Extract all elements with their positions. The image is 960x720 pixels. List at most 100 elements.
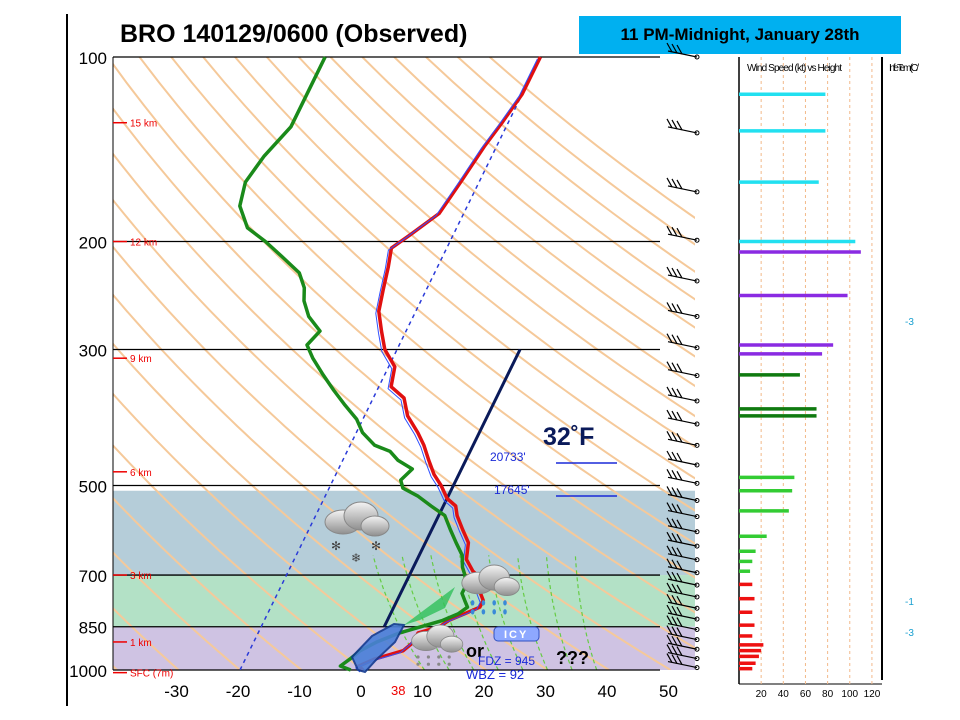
wind-barb-shaft <box>667 510 698 518</box>
wind-barb-flag <box>671 432 678 442</box>
x-tick-label: 20 <box>475 682 494 701</box>
wind-barb-shaft <box>667 566 698 574</box>
sleet-pellet <box>416 655 420 659</box>
height-label: 9 km <box>130 354 152 365</box>
wind-barb-flag <box>671 487 678 497</box>
isobars: 100 200 300 500 700 850 1000 <box>69 49 660 681</box>
moist-adiabat <box>372 555 425 670</box>
wind-barb-flag <box>671 654 678 664</box>
wind-barb-flag <box>666 177 673 188</box>
wind-barb-flag <box>671 626 678 636</box>
wind-barb-flag <box>676 617 683 627</box>
dry-adiabat <box>361 57 695 329</box>
right-panel-title: Infe Tem (C / <box>889 63 919 74</box>
wind-barb-flag <box>676 471 683 481</box>
wind-barb-flag <box>676 572 683 583</box>
wind-barb-flag <box>676 595 683 606</box>
dry-adiabat <box>113 152 695 650</box>
wind-barb-flag <box>671 546 678 557</box>
icy-badge <box>493 626 540 642</box>
wind-panel-title-1: Wind Speed (kt) vs Height <box>747 63 842 74</box>
raindrop <box>481 609 486 615</box>
wind-barb-flag <box>671 583 678 594</box>
y-tick-label: 500 <box>79 477 107 496</box>
wind-barb-flag <box>676 533 683 544</box>
wind-barb-shaft <box>667 417 698 425</box>
wind-x-tick: 40 <box>778 689 790 700</box>
dry-adiabat <box>266 57 695 418</box>
snowflake: ✻ <box>371 539 381 553</box>
wind-barb-shaft <box>667 341 698 349</box>
sleet-cloud-icon <box>411 624 464 666</box>
annotation-label: 17645' <box>494 483 530 497</box>
annotation-label: 38 <box>391 683 405 698</box>
wind-barb-flag <box>676 636 683 647</box>
wind-barb-flag <box>666 42 673 53</box>
y-tick-label: 850 <box>79 619 107 638</box>
wind-barb-flag <box>666 517 673 528</box>
wind-barb-flag <box>666 644 673 654</box>
dry-adiabat <box>170 57 695 512</box>
wind-barb-flag <box>676 120 683 131</box>
height-label: SFC (7m) <box>130 669 173 680</box>
wind-barb-flag <box>671 470 678 480</box>
wind-barb-shaft <box>667 525 698 533</box>
y-tick-label: 1000 <box>69 662 107 681</box>
wind-barb-flag <box>671 178 678 189</box>
wind-barb-flag <box>671 387 678 398</box>
y-tick-label: 200 <box>79 234 107 253</box>
sleet-pellet <box>416 662 420 666</box>
precip-layers <box>113 490 695 670</box>
wind-barb-flag <box>666 531 673 542</box>
moist-adiabat <box>517 555 549 670</box>
wind-barb-flag <box>671 571 678 582</box>
wind-barb-shaft <box>667 185 698 193</box>
dry-adiabat <box>329 57 695 358</box>
x-tick-label: 0 <box>356 682 365 701</box>
sleet-pellet <box>437 655 441 659</box>
wind-barb-flag <box>671 267 678 278</box>
sleet-pellet <box>426 655 430 659</box>
snowflake: ✻ <box>331 539 341 553</box>
dry-adiabat <box>297 57 695 388</box>
dry-adiabat <box>234 57 695 449</box>
wind-barb-shaft <box>667 50 698 58</box>
wind-barb-flag <box>671 451 678 462</box>
y-tick-label: 300 <box>79 341 107 360</box>
height-labels: 15 km 12 km 9 km 6 km 3 km 1 km SFC (7m) <box>113 119 173 680</box>
wind-barb-flag <box>676 433 683 443</box>
wind-barb-flag <box>676 646 683 656</box>
sleet-pellet <box>437 662 441 666</box>
wind-barb-shaft <box>667 651 698 660</box>
raindrop <box>470 609 475 615</box>
wind-barb-flag <box>666 333 673 343</box>
wind-barb-flag <box>676 627 683 637</box>
wind-barb-flag <box>671 43 678 54</box>
wind-barb-shaft <box>667 601 698 609</box>
snowflake: ❄ <box>351 551 361 565</box>
wind-barb-shaft <box>667 274 698 282</box>
wind-barb-shaft <box>667 369 698 377</box>
x-tick-label: 30 <box>536 682 555 701</box>
wind-barb-shaft <box>667 126 698 134</box>
wind-barb-shaft <box>667 622 698 631</box>
chart-title: BRO 140129/0600 (Observed) <box>120 20 467 48</box>
wind-barb-flag <box>671 410 678 421</box>
wind-barb-shaft <box>667 661 698 669</box>
wind-barb-flag <box>676 227 683 238</box>
sleet-pellet <box>447 655 451 659</box>
wind-barb-flag <box>671 594 678 605</box>
isotherm-lines <box>239 57 542 670</box>
y-tick-label: 700 <box>79 567 107 586</box>
snow-cloud-icon: ✻ ❄ ✻ <box>324 501 390 565</box>
wind-barb-flag <box>666 582 673 593</box>
weather-icons: ✻ ❄ ✻ <box>324 501 520 666</box>
wind-x-tick: 80 <box>822 689 834 700</box>
x-tick-label: -10 <box>287 682 312 701</box>
wind-barb-shaft <box>667 493 698 502</box>
height-label: 3 km <box>130 571 152 582</box>
wind-barb-flag <box>671 635 678 646</box>
x-tick-label: 10 <box>413 682 432 701</box>
